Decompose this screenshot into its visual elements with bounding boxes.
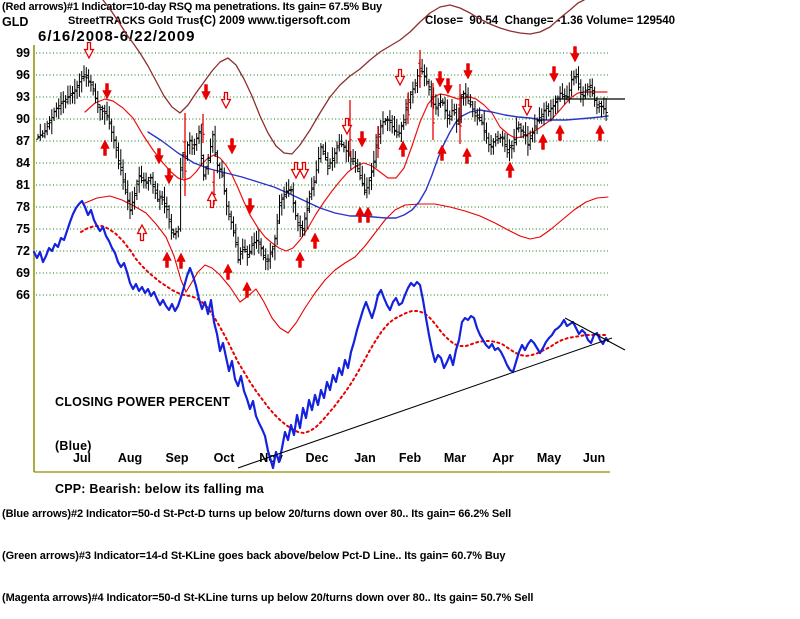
up-arrow-icon <box>555 124 565 141</box>
indicator2-summary: (Blue arrows)#2 Indicator=50-d St-Pct-D … <box>2 508 512 520</box>
down-arrow-icon <box>245 198 255 215</box>
trendlines <box>237 98 626 469</box>
up-arrow-icon <box>595 124 605 141</box>
quote-summary: Close= 90.54 Change= -1.36 Volume= 12954… <box>425 15 676 27</box>
sell-arrows <box>83 41 580 215</box>
down-arrow-icon <box>357 131 367 148</box>
svg-text:84: 84 <box>16 156 30 170</box>
up-arrow-icon <box>242 281 252 298</box>
svg-text:66: 66 <box>16 288 30 302</box>
indicator4-summary: (Magenta arrows)#4 Indicator=50-d St-KLi… <box>2 592 534 604</box>
down-arrow-icon <box>220 91 232 110</box>
svg-text:Jan: Jan <box>354 451 376 465</box>
svg-text:May: May <box>537 451 561 465</box>
up-arrow-icon <box>206 190 218 209</box>
down-arrow-icon <box>443 78 453 95</box>
down-arrow-icon <box>164 168 174 185</box>
down-arrow-icon <box>227 138 237 155</box>
svg-text:Feb: Feb <box>399 451 422 465</box>
svg-text:Jun: Jun <box>583 451 605 465</box>
down-arrow-icon <box>298 161 310 180</box>
up-arrow-icon <box>310 232 320 249</box>
up-arrow-icon <box>176 252 186 269</box>
svg-text:72: 72 <box>16 244 30 258</box>
svg-text:90: 90 <box>16 112 30 126</box>
buy-arrows <box>100 124 605 298</box>
down-arrow-icon <box>570 46 580 63</box>
svg-text:87: 87 <box>16 134 30 148</box>
svg-text:96: 96 <box>16 68 30 82</box>
up-arrow-icon <box>538 133 548 150</box>
indicator3-summary: (Green arrows)#3 Indicator=14-d St-KLine… <box>2 550 506 562</box>
svg-text:Dec: Dec <box>306 451 329 465</box>
tigersoft-chart-window: { "header": { "line1": "(Red arrows)#1 I… <box>2 0 676 604</box>
svg-text:93: 93 <box>16 90 30 104</box>
down-arrow-icon <box>435 71 445 88</box>
svg-text:75: 75 <box>16 222 30 236</box>
svg-text:81: 81 <box>16 178 30 192</box>
down-arrow-icon <box>394 68 406 87</box>
svg-text:78: 78 <box>16 200 30 214</box>
up-arrow-icon <box>398 140 408 157</box>
up-arrow-icon <box>363 206 373 223</box>
up-arrow-icon <box>355 206 365 223</box>
cp-annotation-title: CLOSING POWER PERCENT <box>55 395 231 409</box>
date-range: 6/16/2008-6/22/2009 <box>38 28 196 45</box>
blue-ma-line <box>147 109 609 219</box>
copyright-text: (C) 2009 www.tigersoft.com <box>200 15 351 27</box>
cp-annotation-status: CPP: Bearish: below its falling ma <box>55 482 264 496</box>
down-arrow-icon <box>102 83 112 100</box>
price-gridlines <box>36 52 608 296</box>
svg-text:99: 99 <box>16 46 30 60</box>
up-arrow-icon <box>462 147 472 164</box>
indicator-legend: (Blue arrows)#2 Indicator=50-d St-Pct-D … <box>2 479 533 619</box>
candlestick-series <box>36 58 608 271</box>
red-ma-line <box>84 91 608 252</box>
down-arrow-icon <box>290 161 302 180</box>
lower-band-line <box>84 195 609 334</box>
security-name: StreetTRACKS Gold Trust <box>68 15 204 27</box>
ticker-symbol: GLD <box>2 15 29 29</box>
up-arrow-icon <box>223 263 233 280</box>
indicator1-summary: (Red arrows)#1 Indicator=10-day RSQ ma p… <box>2 1 382 13</box>
down-arrow-icon <box>521 98 533 117</box>
up-arrow-icon <box>437 144 447 161</box>
svg-text:69: 69 <box>16 266 30 280</box>
up-arrow-icon <box>136 223 148 242</box>
red-signal-bars <box>183 50 462 205</box>
down-arrow-icon <box>549 66 559 83</box>
svg-text:Mar: Mar <box>444 451 466 465</box>
down-arrow-icon <box>201 84 211 101</box>
down-arrow-icon <box>154 148 164 165</box>
cp-annotation-color: (Blue) <box>55 438 92 453</box>
down-arrow-icon <box>341 117 353 136</box>
down-arrow-icon <box>463 63 473 80</box>
up-arrow-icon <box>505 161 515 178</box>
up-arrow-icon <box>100 139 110 156</box>
up-arrow-icon <box>295 251 305 268</box>
up-arrow-icon <box>162 251 172 268</box>
svg-text:Apr: Apr <box>492 451 514 465</box>
y-axis-labels: 99 96 93 90 87 84 81 78 75 72 69 66 <box>16 46 30 302</box>
